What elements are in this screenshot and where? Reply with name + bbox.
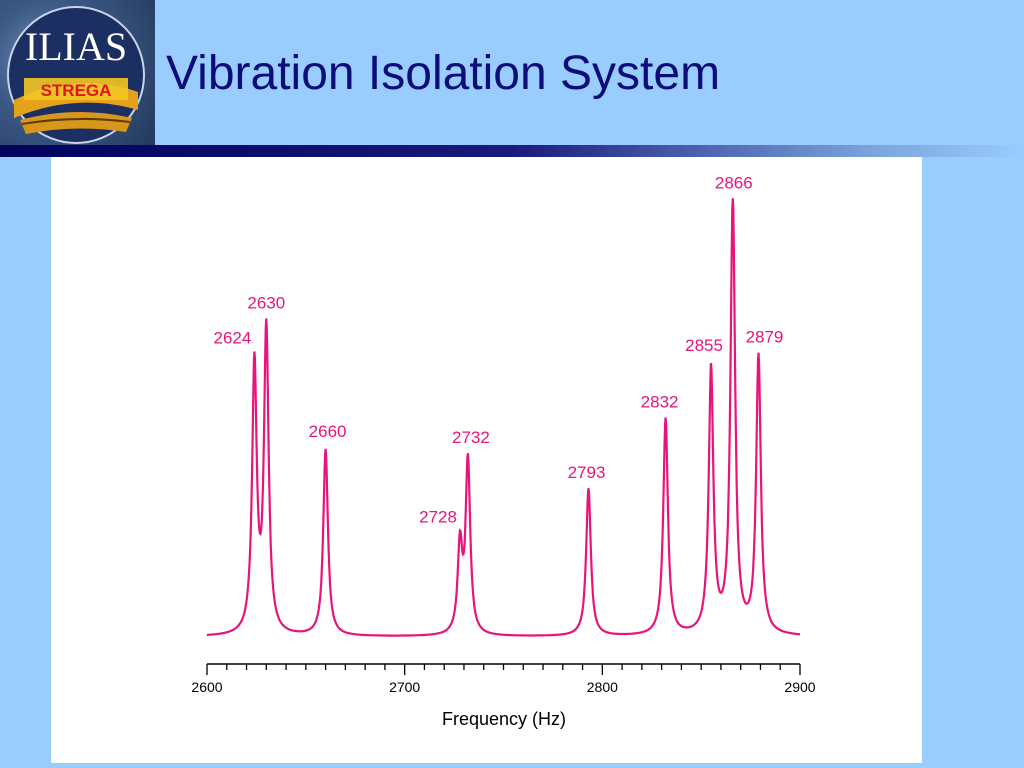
logo-text-bottom: STREGA bbox=[41, 81, 112, 100]
x-tick-label: 2900 bbox=[784, 679, 815, 695]
title-divider bbox=[0, 145, 1024, 157]
peak-labels: 2624 2630 2660 2728 2732 2793 2832 2855 2866 2879 bbox=[214, 173, 784, 526]
peak-label: 2728 bbox=[419, 507, 457, 526]
peak-label: 2855 bbox=[685, 336, 723, 355]
peak-label: 2866 bbox=[715, 173, 753, 192]
peak-label: 2660 bbox=[309, 422, 347, 441]
x-tick-label: 2600 bbox=[191, 679, 222, 695]
x-axis: 2600 2700 2800 2900 bbox=[191, 663, 816, 695]
ilias-strega-logo: ILIAS STREGA bbox=[0, 0, 155, 150]
x-tick-label: 2700 bbox=[389, 679, 420, 695]
spectrum-series-line bbox=[207, 198, 801, 637]
peak-label: 2879 bbox=[746, 328, 784, 347]
logo-graphic: ILIAS STREGA bbox=[7, 6, 145, 144]
chart-panel: 2600 2700 2800 2900 2624 2630 2660 2728 2732 279… bbox=[51, 157, 922, 763]
page-title: Vibration Isolation System bbox=[166, 47, 721, 100]
frequency-spectrum-chart: 2600 2700 2800 2900 2624 2630 2660 2728 2732 279… bbox=[191, 173, 816, 729]
logo-text-top: ILIAS bbox=[25, 24, 127, 69]
peak-label: 2732 bbox=[452, 428, 490, 447]
x-axis-title: Frequency (Hz) bbox=[442, 709, 566, 729]
peak-label: 2630 bbox=[247, 293, 285, 312]
peak-label: 2832 bbox=[641, 392, 679, 411]
peak-label: 2793 bbox=[568, 463, 606, 482]
peak-label: 2624 bbox=[214, 328, 252, 347]
x-tick-label: 2800 bbox=[587, 679, 618, 695]
